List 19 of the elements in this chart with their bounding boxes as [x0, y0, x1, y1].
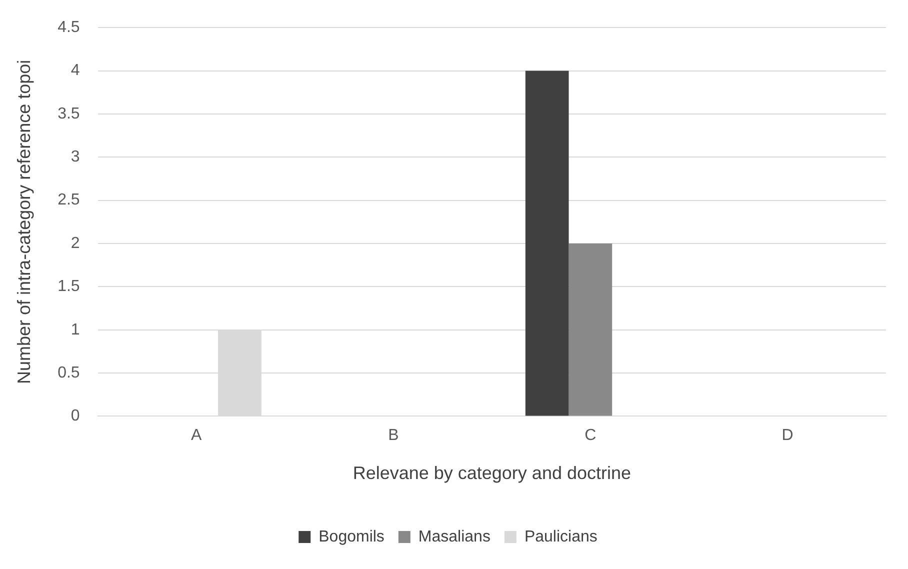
y-tick-label: 1: [70, 321, 80, 338]
y-tick-label: 1.5: [58, 278, 80, 296]
y-tick-label: 0.5: [58, 364, 80, 382]
x-tick-label: B: [388, 427, 399, 444]
x-tick-label: A: [191, 427, 202, 444]
y-tick-label: 3: [70, 148, 80, 166]
y-axis-title: Number of intra-category reference topoi: [14, 60, 34, 384]
x-tick-label: C: [584, 427, 596, 444]
legend-label: Bogomils: [318, 528, 384, 546]
x-tick-label: D: [782, 427, 794, 444]
y-tick-label: 4.5: [58, 19, 80, 36]
y-tick-label: 4: [70, 62, 80, 80]
x-axis-title: Relevane by category and doctrine: [352, 463, 632, 484]
legend-label: Paulicians: [524, 528, 598, 546]
legend-label: Masalians: [418, 528, 490, 546]
y-tick-label: 0: [70, 408, 80, 425]
y-tick-label: 2: [70, 234, 80, 252]
y-tick-label: 2.5: [58, 192, 80, 209]
y-tick-label: 3.5: [58, 105, 80, 122]
